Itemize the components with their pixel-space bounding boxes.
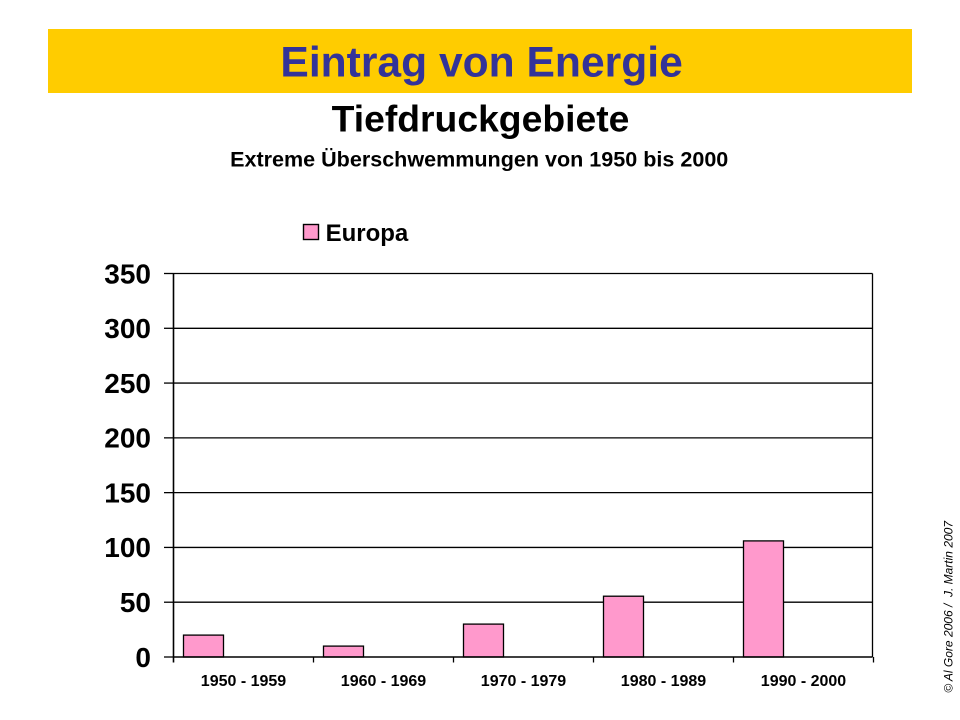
svg-text:Europa: Europa [326, 220, 409, 247]
svg-text:1950 - 1959: 1950 - 1959 [201, 673, 287, 690]
svg-text:50: 50 [120, 587, 151, 618]
svg-text:1960 - 1969: 1960 - 1969 [341, 673, 427, 690]
svg-text:0: 0 [135, 642, 151, 673]
svg-text:Tiefdruckgebiete: Tiefdruckgebiete [332, 97, 630, 139]
svg-text:Eintrag von Energie: Eintrag von Energie [280, 39, 682, 87]
svg-text:150: 150 [104, 477, 151, 508]
svg-text:© Al Gore 2006 / J. Martin 20: © Al Gore 2006 / J. Martin 2007 [941, 520, 955, 693]
svg-text:Extreme Überschwemmungen von 1: Extreme Überschwemmungen von 1950 bis 20… [230, 147, 728, 172]
svg-text:1990 - 2000: 1990 - 2000 [761, 673, 847, 690]
svg-text:350: 350 [104, 258, 151, 289]
svg-text:200: 200 [104, 423, 151, 454]
svg-text:300: 300 [104, 313, 151, 344]
svg-text:1980 - 1989: 1980 - 1989 [621, 673, 707, 690]
svg-text:250: 250 [104, 368, 151, 399]
svg-text:100: 100 [104, 532, 151, 563]
svg-text:1970 - 1979: 1970 - 1979 [481, 673, 567, 690]
